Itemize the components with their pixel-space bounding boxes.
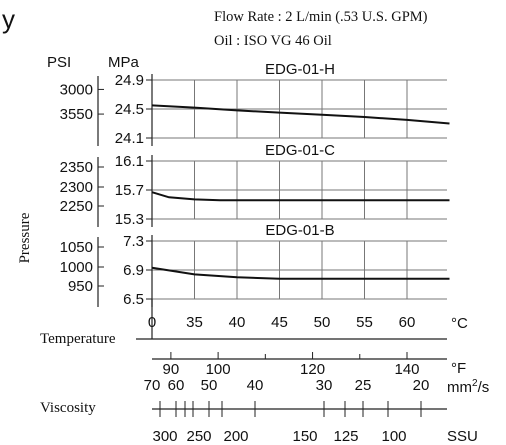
mpa-unit-label: MPa: [108, 54, 140, 71]
mm2s-unit-suffix: /s: [478, 379, 490, 396]
pressure-axis-label: Pressure: [17, 212, 33, 263]
ssu-tick-label: 200: [223, 428, 248, 445]
pressure-curve: [151, 266, 450, 280]
mpa-tick-label: 16.1: [115, 153, 144, 170]
celsius-tick-label: 35: [186, 314, 203, 331]
mpa-tick-label: 24.5: [115, 101, 144, 118]
psi-tick-label: 2350: [60, 159, 93, 176]
celsius-unit: °C: [451, 315, 468, 332]
mpa-tick-label: 24.1: [115, 130, 144, 147]
panel-title: EDG-01-C: [265, 142, 335, 159]
mm2s-tick-label: 25: [355, 377, 372, 394]
mm2s-tick-label: 40: [247, 377, 264, 394]
partial-title: y: [2, 4, 15, 34]
panel-edg-01-c: 16.1 15.7 15.3 2350 2300 2250 EDG-01-C: [60, 142, 450, 228]
celsius-tick-label: 50: [314, 314, 331, 331]
ssu-tick-label: 300: [152, 428, 177, 445]
fahrenheit-unit: °F: [451, 360, 466, 377]
fahrenheit-tick-label: 90: [163, 361, 180, 378]
mpa-tick-label: 15.7: [115, 182, 144, 199]
ssu-tick-label: 250: [186, 428, 211, 445]
panel-title: EDG-01-B: [265, 222, 334, 239]
mm2s-unit-sup: 2: [472, 378, 478, 389]
psi-tick-label: 3000: [60, 81, 93, 98]
celsius-tick-label: 60: [399, 314, 416, 331]
celsius-tick-label: 55: [356, 314, 373, 331]
oil-note: Oil : ISO VG 46 Oil: [214, 33, 332, 49]
pressure-curve: [151, 104, 450, 125]
ssu-tick-label: 125: [333, 428, 358, 445]
panel-edg-01-b: 7.3 6.9 6.5 1050 1000 950 EDG-01-B: [60, 222, 450, 308]
psi-tick-label: 2250: [60, 198, 93, 215]
mm2s-tick-label: 30: [316, 377, 333, 394]
fahrenheit-tick-label: 100: [206, 361, 231, 378]
pressure-curve: [151, 191, 450, 202]
mm2s-unit-prefix: mm: [447, 379, 472, 396]
flow-rate-note: Flow Rate : 2 L/min (.53 U.S. GPM): [214, 9, 428, 25]
viscosity-label: Viscosity: [40, 400, 96, 416]
ssu-tick-label: 100: [381, 428, 406, 445]
mm2s-tick-label: 20: [413, 377, 430, 394]
fahrenheit-tick-label: 120: [300, 361, 325, 378]
psi-tick-label: 2300: [60, 179, 93, 196]
psi-tick-label: 950: [68, 278, 93, 295]
mm2s-tick-label: 60: [168, 377, 185, 394]
celsius-tick-label: 40: [229, 314, 246, 331]
psi-tick-label: 1000: [60, 259, 93, 276]
ssu-unit: SSU: [447, 428, 478, 445]
psi-tick-label: 1050: [60, 239, 93, 256]
mm2s-tick-label: 50: [201, 377, 218, 394]
mpa-tick-label: 6.9: [123, 262, 144, 279]
mpa-tick-label: 24.9: [115, 72, 144, 89]
mpa-tick-label: 6.5: [123, 291, 144, 308]
mm2s-unit: mm2/s: [447, 378, 489, 396]
psi-unit-label: PSI: [47, 54, 71, 71]
panel-edg-01-h: 24.9 24.5 24.1 3000 3550 EDG-01-H: [60, 61, 450, 147]
mpa-tick-label: 7.3: [123, 233, 144, 250]
mpa-tick-label: 15.3: [115, 211, 144, 228]
psi-tick-label: 3550: [60, 106, 93, 123]
celsius-tick-label: 0: [148, 314, 156, 331]
ssu-tick-label: 150: [292, 428, 317, 445]
mm2s-tick-label: 70: [144, 377, 161, 394]
panel-title: EDG-01-H: [265, 61, 335, 78]
temperature-label: Temperature: [40, 331, 116, 347]
fahrenheit-tick-label: 140: [394, 361, 419, 378]
celsius-tick-label: 45: [271, 314, 288, 331]
